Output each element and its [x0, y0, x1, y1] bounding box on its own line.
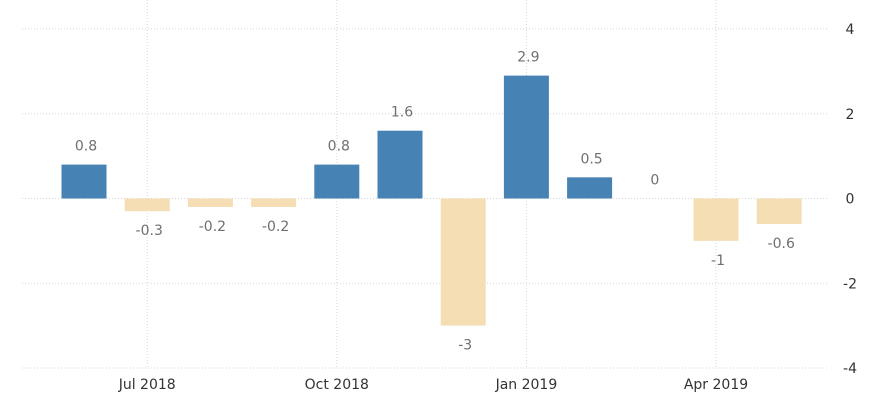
data-label: 0.8 — [328, 139, 350, 155]
bar — [314, 164, 360, 199]
bars — [61, 75, 802, 326]
bar — [440, 198, 486, 326]
bar — [567, 177, 613, 199]
y-tick-label: -4 — [843, 361, 857, 377]
bar — [756, 198, 802, 224]
x-tick-label: Jul 2018 — [118, 377, 176, 393]
data-label: -0.6 — [768, 236, 795, 252]
x-tick-label: Oct 2018 — [305, 377, 369, 393]
data-label: -3 — [458, 338, 472, 354]
data-label: -1 — [711, 253, 725, 269]
data-label: -0.2 — [262, 219, 289, 235]
bar — [503, 75, 549, 199]
data-label: 0 — [650, 173, 659, 189]
x-tick-label: Apr 2019 — [684, 377, 748, 393]
data-label: 2.9 — [517, 50, 539, 66]
bar — [377, 130, 423, 199]
bar — [124, 198, 170, 212]
y-tick-label: 4 — [846, 22, 855, 38]
bar — [693, 198, 739, 241]
data-label: -0.3 — [136, 223, 163, 239]
data-label: 0.8 — [75, 139, 97, 155]
y-axis-tick-labels: 4 2 0 -2 -4 — [843, 22, 857, 377]
y-tick-label: 2 — [846, 107, 855, 123]
x-axis-tick-labels: Jul 2018 Oct 2018 Jan 2019 Apr 2019 — [118, 377, 748, 393]
bar — [187, 198, 233, 207]
bar — [61, 164, 107, 199]
bar — [251, 198, 297, 207]
data-label: 0.5 — [580, 151, 602, 167]
data-labels: 0.8 -0.3 -0.2 -0.2 0.8 1.6 -3 2.9 0.5 0 -1 -0.6 — [75, 50, 795, 354]
y-tick-label: 0 — [846, 192, 855, 208]
grid-lines — [22, 0, 828, 369]
x-tick-label: Jan 2019 — [495, 377, 558, 393]
data-label: -0.2 — [199, 219, 226, 235]
y-tick-label: -2 — [843, 276, 857, 292]
data-label: 1.6 — [391, 105, 413, 121]
